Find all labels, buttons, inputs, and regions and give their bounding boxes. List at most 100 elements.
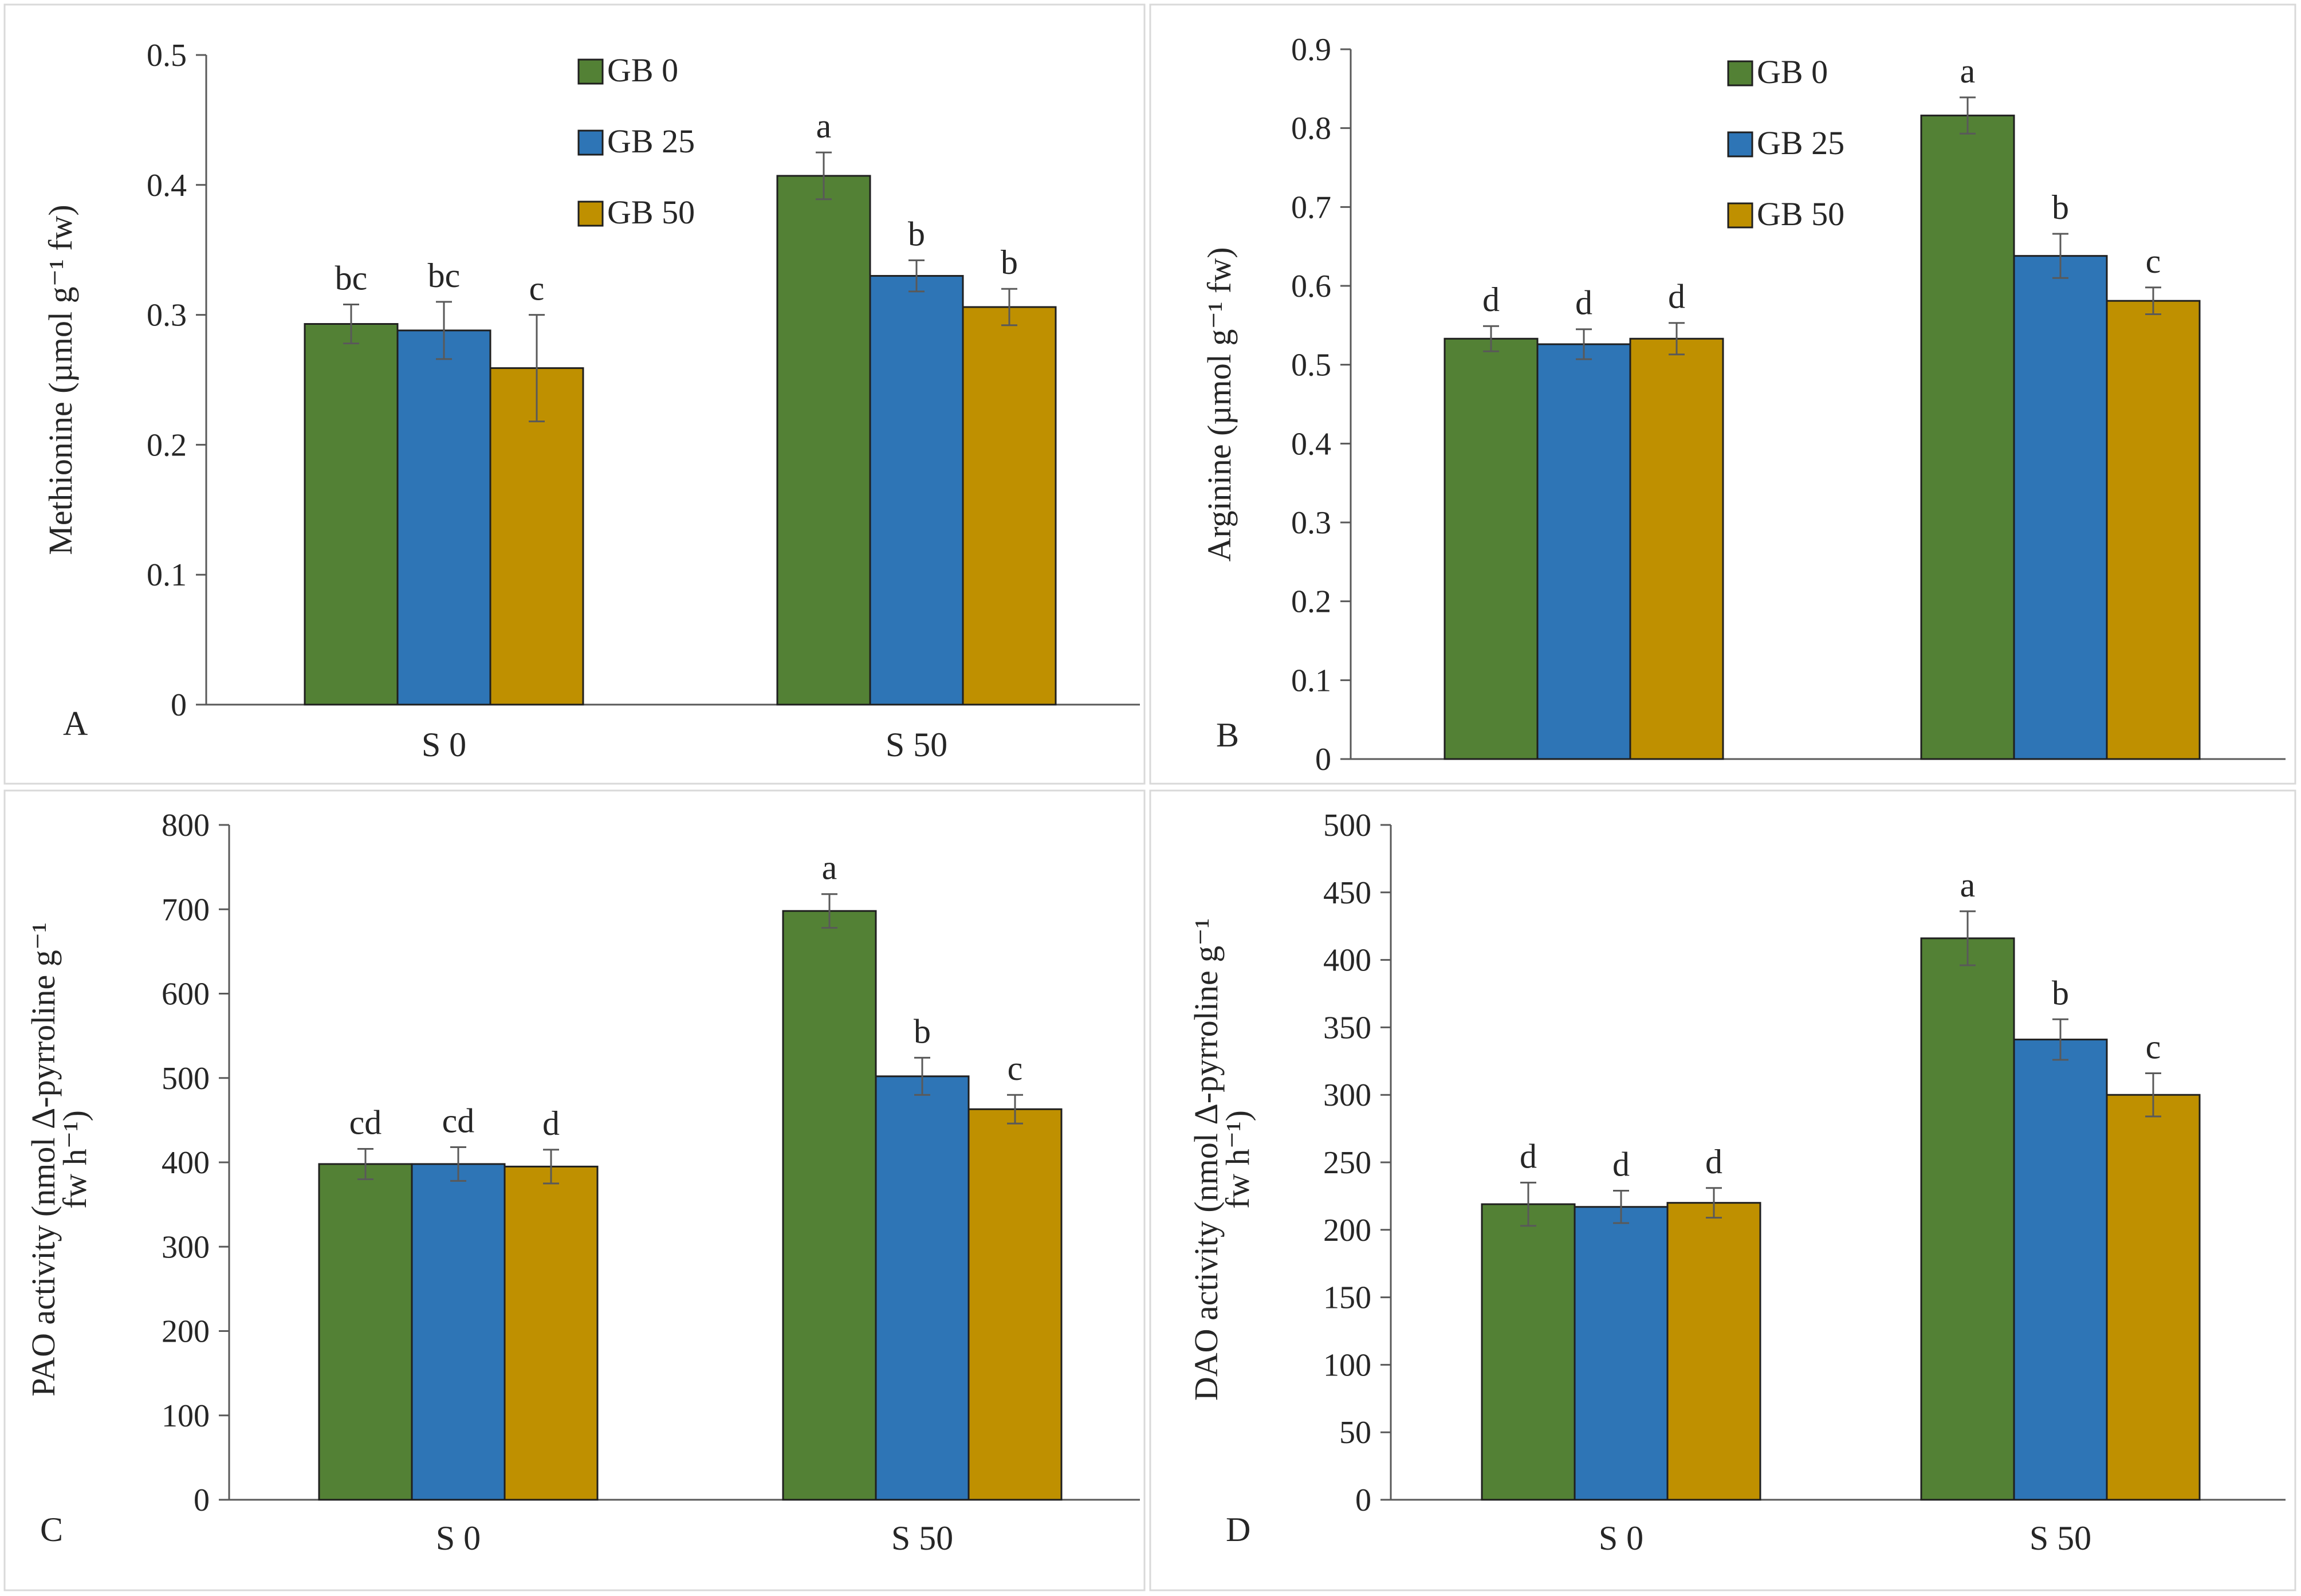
significance-letter: d bbox=[1520, 1137, 1537, 1175]
significance-letter: c bbox=[529, 270, 545, 308]
panel-letter: B bbox=[1216, 716, 1239, 754]
legend-swatch-gb-0 bbox=[577, 58, 604, 85]
significance-letter: d bbox=[1668, 278, 1685, 316]
chart-panel-a: 0 0.1 0.2 0.3 0.4 0.5 Methionine (µmol g⁻¹ fw)… bbox=[3, 3, 1146, 785]
significance-letter: cd bbox=[442, 1102, 475, 1139]
y-tick-label: 0.3 bbox=[1291, 505, 1331, 541]
y-tick-label: 0 bbox=[171, 687, 187, 723]
significance-letter: b bbox=[2052, 188, 2069, 226]
legend-label: GB 25 bbox=[607, 123, 695, 160]
significance-letter: a bbox=[816, 107, 832, 145]
bar-gb-25-s-0 bbox=[1574, 1206, 1669, 1501]
y-tick-label: 0.3 bbox=[147, 298, 187, 333]
bar-gb-25-s-0 bbox=[396, 329, 491, 706]
legend-swatch-gb-50 bbox=[1727, 202, 1753, 229]
y-tick-label: 100 bbox=[162, 1398, 210, 1434]
bar-gb-0-group-0 bbox=[1443, 337, 1539, 760]
panel-border bbox=[1149, 789, 2296, 1591]
legend-label: GB 0 bbox=[1757, 53, 1828, 91]
legend-swatch-gb-0 bbox=[1727, 60, 1753, 87]
bar-gb-0-group-1 bbox=[1920, 115, 2015, 760]
y-tick-label: 0.4 bbox=[147, 168, 187, 203]
y-tick-label: 500 bbox=[162, 1061, 210, 1096]
significance-letter: a bbox=[1960, 52, 1976, 90]
bar-gb-50-s-0 bbox=[1666, 1202, 1761, 1501]
bar-gb-25-s-50 bbox=[875, 1075, 970, 1501]
y-tick-label: 500 bbox=[1323, 808, 1371, 843]
panel-letter: D bbox=[1226, 1511, 1250, 1548]
panel-border bbox=[3, 3, 1146, 785]
y-axis-label-line: PAO activity (nmol Δ-pyrroline g⁻¹ bbox=[25, 922, 62, 1396]
chart-panel-c: 0 100 200 300 400 500 600 700 800 PAO activity (n… bbox=[3, 789, 1146, 1591]
significance-letter: d bbox=[1482, 281, 1500, 319]
y-tick-label: 0.8 bbox=[1291, 111, 1331, 147]
bar-gb-25-group-1 bbox=[2013, 255, 2108, 760]
significance-letter: d bbox=[1705, 1143, 1722, 1181]
legend-label: GB 50 bbox=[607, 194, 695, 231]
x-category-label: S 0 bbox=[1599, 1519, 1643, 1557]
significance-letter: b bbox=[1001, 243, 1018, 281]
bar-gb-25-s-50 bbox=[869, 275, 964, 706]
bar-gb-50-s-50 bbox=[962, 306, 1057, 706]
bar-gb-0-s-50 bbox=[776, 175, 871, 706]
y-tick-label: 600 bbox=[162, 977, 210, 1012]
y-tick-label: 0.4 bbox=[1291, 426, 1331, 462]
y-tick-label: 400 bbox=[1323, 943, 1371, 978]
y-tick-label: 50 bbox=[1339, 1415, 1371, 1450]
y-tick-label: 0 bbox=[1355, 1483, 1371, 1518]
x-category-label: S 50 bbox=[891, 1519, 953, 1557]
y-tick-label: 0.5 bbox=[1291, 348, 1331, 383]
y-tick-label: 450 bbox=[1323, 875, 1371, 911]
significance-letter: cd bbox=[349, 1103, 382, 1141]
bar-gb-50-s-0 bbox=[504, 1165, 599, 1501]
y-tick-label: 800 bbox=[162, 808, 210, 843]
y-tick-label: 0.6 bbox=[1291, 269, 1331, 304]
y-tick-label: 700 bbox=[162, 892, 210, 927]
bar-gb-0-s-50 bbox=[1920, 937, 2015, 1501]
significance-letter: c bbox=[1008, 1049, 1023, 1087]
chart-panel-b: 0 0.1 0.2 0.3 0.4 0.5 0.6 0.7 0.8 0.9 Arginine (µm… bbox=[1149, 3, 2296, 785]
legend-swatch-gb-25 bbox=[577, 129, 604, 156]
bar-gb-25-group-0 bbox=[1536, 343, 1631, 760]
significance-letter: d bbox=[1575, 284, 1592, 322]
y-tick-label: 250 bbox=[1323, 1145, 1371, 1181]
legend-swatch-gb-25 bbox=[1727, 131, 1753, 158]
legend-label: GB 0 bbox=[607, 52, 678, 89]
bar-gb-0-s-0 bbox=[1481, 1203, 1576, 1501]
panel-letter: C bbox=[40, 1511, 63, 1548]
significance-letter: c bbox=[2146, 1028, 2161, 1066]
y-tick-label: 0.9 bbox=[1291, 32, 1331, 68]
y-tick-label: 0.7 bbox=[1291, 190, 1331, 225]
bar-gb-0-s-50 bbox=[782, 910, 877, 1501]
y-axis-label: Methionine (µmol g⁻¹ fw) bbox=[42, 205, 79, 555]
y-tick-label: 0.1 bbox=[147, 557, 187, 593]
significance-letter: d bbox=[1612, 1145, 1630, 1183]
y-axis-label-line: DAO activity (nmol Δ-pyrroline g⁻¹ bbox=[1187, 918, 1225, 1401]
y-tick-label: 0.2 bbox=[147, 427, 187, 463]
y-tick-label: 200 bbox=[162, 1314, 210, 1350]
significance-letter: a bbox=[822, 849, 837, 887]
chart-panel-d: 0 50 100 150 200 250 300 350 400 450 500 DAO activi… bbox=[1149, 789, 2296, 1591]
panel-border bbox=[3, 789, 1146, 1591]
y-tick-label: 0.1 bbox=[1291, 663, 1331, 698]
significance-letter: b bbox=[2052, 974, 2069, 1012]
y-tick-label: 200 bbox=[1323, 1213, 1371, 1248]
y-tick-label: 100 bbox=[1323, 1347, 1371, 1383]
bar-gb-50-s-50 bbox=[967, 1108, 1063, 1501]
y-tick-label: 0.2 bbox=[1291, 584, 1331, 620]
significance-letter: b bbox=[914, 1012, 931, 1050]
bar-gb-0-s-0 bbox=[304, 323, 399, 706]
panel-border bbox=[1149, 3, 2296, 785]
x-category-label: S 50 bbox=[2029, 1519, 2091, 1557]
bar-gb-25-s-0 bbox=[411, 1163, 506, 1501]
bar-gb-0-s-0 bbox=[318, 1163, 413, 1501]
panel-letter: A bbox=[63, 705, 88, 742]
significance-letter: d bbox=[542, 1104, 560, 1142]
x-category-label: S 0 bbox=[436, 1519, 481, 1557]
y-tick-label: 300 bbox=[162, 1229, 210, 1265]
bar-gb-50-s-50 bbox=[2106, 1094, 2201, 1501]
y-tick-label: 0 bbox=[1315, 742, 1331, 777]
y-axis-label-line: fw h⁻¹) bbox=[1219, 1110, 1256, 1209]
y-axis-label: Arginine (µmol g⁻¹ fw) bbox=[1201, 247, 1238, 561]
